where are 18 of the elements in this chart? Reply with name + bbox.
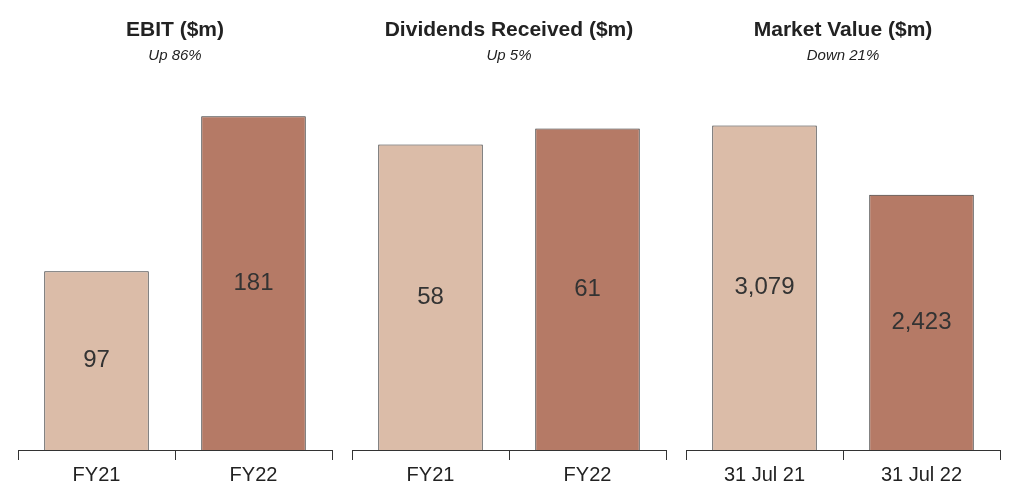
- x-tick-label: FY21: [406, 462, 455, 485]
- chart-subtitle: Up 5%: [486, 46, 532, 64]
- data-label: 2,423: [891, 306, 952, 334]
- chart-subtitle: Up 86%: [148, 46, 202, 64]
- x-tick-label: FY21: [72, 462, 121, 485]
- x-tick-label: FY22: [229, 462, 278, 485]
- data-label: 3,079: [734, 272, 795, 300]
- x-tick-label: FY22: [563, 462, 612, 485]
- x-tick-label: 31 Jul 21: [723, 462, 806, 485]
- data-label: 58: [417, 281, 444, 309]
- x-tick-label: 31 Jul 22: [880, 462, 963, 485]
- chart-subtitle: Down 21%: [806, 46, 880, 64]
- data-label: 97: [83, 345, 110, 373]
- chart-title: Dividends Received ($m): [384, 17, 634, 41]
- data-label: 61: [574, 273, 601, 301]
- data-label: 181: [233, 267, 274, 295]
- chart-title: EBIT ($m): [125, 17, 225, 41]
- chart-title: Market Value ($m): [753, 17, 933, 41]
